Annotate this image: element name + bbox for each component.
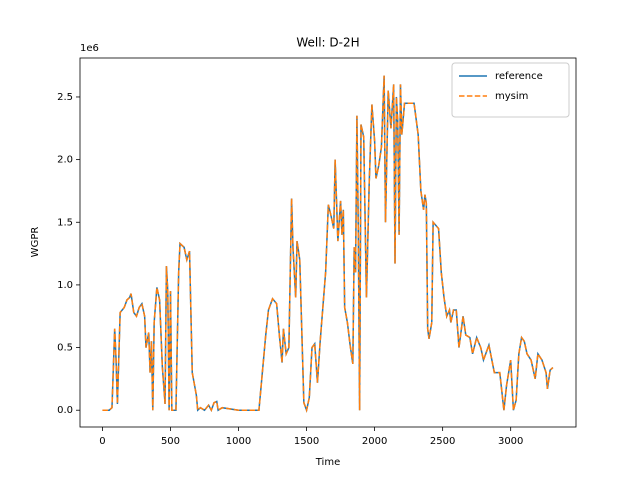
y-axis-label: WGPR	[30, 227, 41, 258]
x-tick-label: 1000	[226, 436, 251, 447]
x-tick-label: 3000	[498, 436, 523, 447]
x-tick-label: 2000	[362, 436, 387, 447]
y-tick-label: 2.0	[57, 155, 73, 166]
y-tick-label: 1.5	[57, 217, 73, 228]
x-axis-label: Time	[315, 457, 340, 468]
chart-title: Well: D-2H	[296, 36, 359, 50]
y-tick-label: 2.5	[57, 92, 73, 103]
plot-frame	[79, 57, 577, 428]
legend: reference mysim	[451, 62, 570, 118]
legend-label: reference	[495, 71, 543, 82]
x-tick-label: 0	[99, 436, 105, 447]
series-line	[102, 75, 554, 413]
x-tick-label: 500	[161, 436, 180, 447]
y-tick-label: 0.0	[57, 405, 73, 416]
y-offset-text: 1e6	[80, 43, 99, 54]
y-tick-label: 0.5	[57, 343, 73, 354]
x-tick-label: 1500	[294, 436, 319, 447]
y-tick-label: 1.0	[57, 280, 73, 291]
x-tick-label: 2500	[430, 436, 455, 447]
legend-label: mysim	[495, 91, 528, 102]
